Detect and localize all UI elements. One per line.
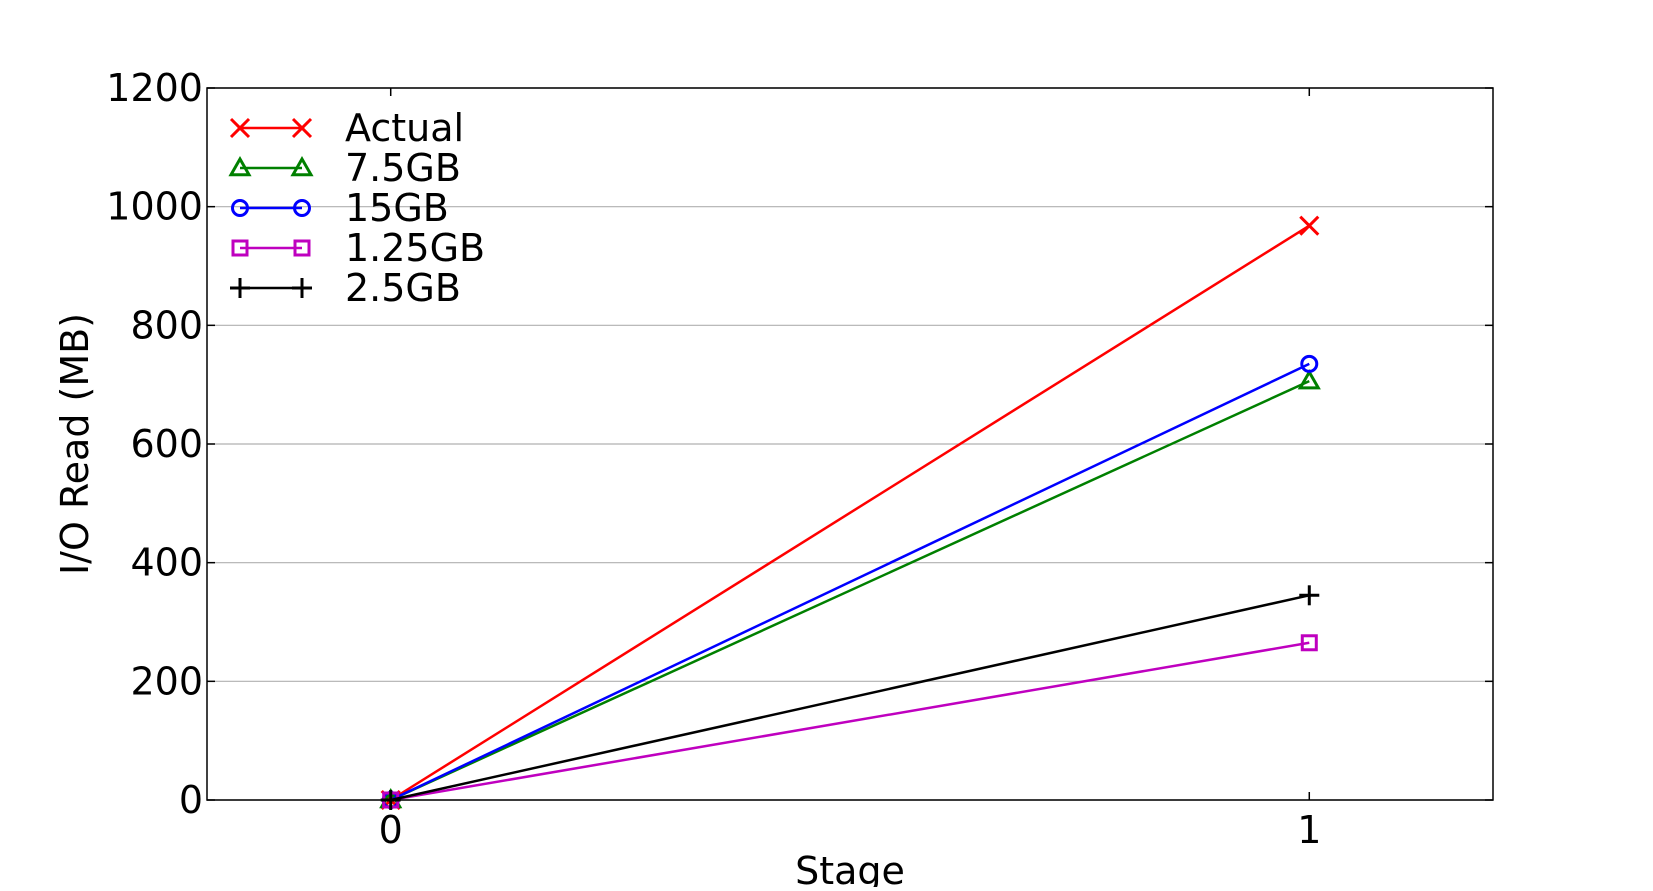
legend-marker bbox=[229, 117, 251, 139]
legend-entry: 2.5GB bbox=[230, 266, 461, 310]
y-tick-label: 1200 bbox=[106, 66, 203, 110]
data-point bbox=[1300, 634, 1318, 652]
data-point bbox=[1299, 215, 1320, 236]
legend-marker bbox=[293, 199, 311, 217]
legend-marker bbox=[231, 239, 249, 257]
series-line bbox=[390, 224, 1310, 802]
series-2 bbox=[379, 369, 1321, 809]
y-tick-label: 800 bbox=[130, 303, 203, 347]
legend-marker bbox=[231, 199, 249, 217]
legend-label: 7.5GB bbox=[345, 146, 461, 190]
legend-label: 2.5GB bbox=[345, 266, 461, 310]
legend-entry: 7.5GB bbox=[228, 146, 461, 190]
series-layer bbox=[379, 215, 1321, 811]
legend-label: Actual bbox=[345, 106, 464, 150]
legend-entry: 1.25GB bbox=[231, 226, 485, 270]
data-point bbox=[1297, 369, 1321, 390]
legend-marker bbox=[293, 239, 311, 257]
y-axis-label: I/O Read (MB) bbox=[53, 313, 97, 575]
y-tick-label: 200 bbox=[130, 659, 203, 703]
legend-marker bbox=[291, 117, 313, 139]
series-line bbox=[390, 379, 1310, 802]
data-point bbox=[1299, 585, 1320, 606]
legend-entry: 15GB bbox=[231, 186, 449, 230]
series-line bbox=[390, 594, 1310, 802]
legend-entry: Actual bbox=[229, 106, 464, 150]
legend-marker bbox=[228, 155, 252, 177]
x-axis-label: Stage bbox=[795, 849, 905, 887]
series-5 bbox=[380, 585, 1320, 810]
x-tick-label: 0 bbox=[379, 808, 403, 852]
legend-label: 15GB bbox=[345, 186, 449, 230]
y-tick-label: 400 bbox=[130, 541, 203, 585]
y-tick-label: 0 bbox=[179, 778, 203, 822]
y-tick-label: 600 bbox=[130, 422, 203, 466]
legend-marker bbox=[292, 278, 312, 298]
legend-marker bbox=[230, 278, 250, 298]
data-point bbox=[1300, 354, 1319, 373]
y-tick-label: 1000 bbox=[106, 185, 203, 229]
x-tick-label: 1 bbox=[1297, 808, 1321, 852]
series-line bbox=[390, 641, 1310, 802]
series-4 bbox=[382, 634, 1318, 809]
series-line bbox=[390, 362, 1310, 802]
legend-marker bbox=[290, 155, 314, 177]
legend-label: 1.25GB bbox=[345, 226, 485, 270]
tick-layer: 0 200 400 600 800 1000 1200 0 1 bbox=[106, 66, 1493, 852]
